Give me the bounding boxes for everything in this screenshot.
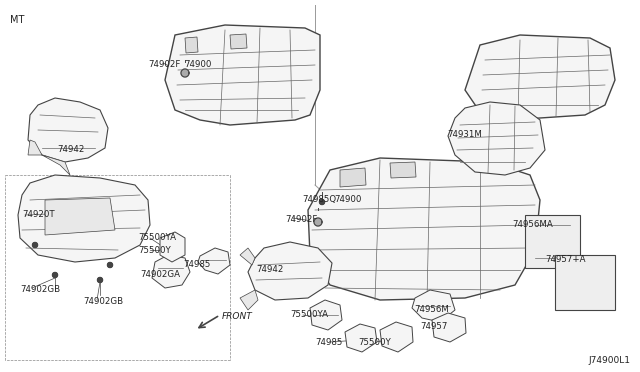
Polygon shape: [448, 102, 545, 175]
Polygon shape: [412, 290, 455, 322]
Text: FRONT: FRONT: [222, 312, 253, 321]
Polygon shape: [525, 215, 580, 268]
Polygon shape: [230, 34, 247, 49]
Text: 74956MA: 74956MA: [512, 220, 553, 229]
Text: 74956M: 74956M: [414, 305, 449, 314]
Polygon shape: [33, 243, 38, 247]
Polygon shape: [345, 324, 377, 352]
Polygon shape: [465, 35, 615, 120]
Text: 74902GB: 74902GB: [20, 285, 60, 294]
Text: 74902GA: 74902GA: [140, 270, 180, 279]
Text: 74900: 74900: [184, 60, 211, 69]
Polygon shape: [165, 25, 320, 125]
Text: 74902F: 74902F: [285, 215, 317, 224]
Text: 74942: 74942: [57, 145, 84, 154]
Polygon shape: [198, 248, 230, 274]
Polygon shape: [45, 198, 115, 235]
Polygon shape: [108, 263, 113, 267]
Polygon shape: [28, 98, 108, 162]
Polygon shape: [432, 313, 466, 342]
Text: 75500Y: 75500Y: [138, 246, 171, 255]
Polygon shape: [390, 162, 416, 178]
Polygon shape: [160, 232, 185, 262]
Text: 74957: 74957: [420, 322, 447, 331]
Polygon shape: [380, 322, 413, 352]
Text: 74942: 74942: [256, 265, 284, 274]
Polygon shape: [555, 255, 615, 310]
Polygon shape: [310, 300, 342, 330]
Polygon shape: [314, 218, 322, 226]
Text: 74902F: 74902F: [148, 60, 180, 69]
Polygon shape: [240, 248, 255, 265]
Text: 75500YA: 75500YA: [138, 233, 176, 242]
Polygon shape: [18, 175, 150, 262]
Text: 75500YA: 75500YA: [290, 310, 328, 319]
Polygon shape: [152, 255, 190, 288]
Text: 74957+A: 74957+A: [545, 255, 586, 264]
Polygon shape: [248, 242, 332, 300]
Text: 74985: 74985: [315, 338, 342, 347]
Text: 74920T: 74920T: [22, 210, 54, 219]
Polygon shape: [181, 69, 189, 77]
Text: 74900: 74900: [334, 195, 362, 204]
Polygon shape: [308, 158, 540, 300]
Text: 75500Y: 75500Y: [358, 338, 391, 347]
Polygon shape: [97, 278, 102, 282]
Polygon shape: [240, 290, 258, 310]
Polygon shape: [185, 37, 198, 53]
Polygon shape: [319, 199, 324, 205]
Polygon shape: [52, 273, 58, 278]
Polygon shape: [28, 140, 42, 155]
Polygon shape: [42, 155, 70, 175]
Polygon shape: [340, 168, 366, 187]
Text: 74985: 74985: [183, 260, 211, 269]
Text: 74985Q: 74985Q: [302, 195, 336, 204]
Text: MT: MT: [10, 15, 24, 25]
Text: J74900L1: J74900L1: [588, 356, 630, 365]
Text: 74902GB: 74902GB: [83, 297, 123, 306]
Text: 74931M: 74931M: [447, 130, 482, 139]
